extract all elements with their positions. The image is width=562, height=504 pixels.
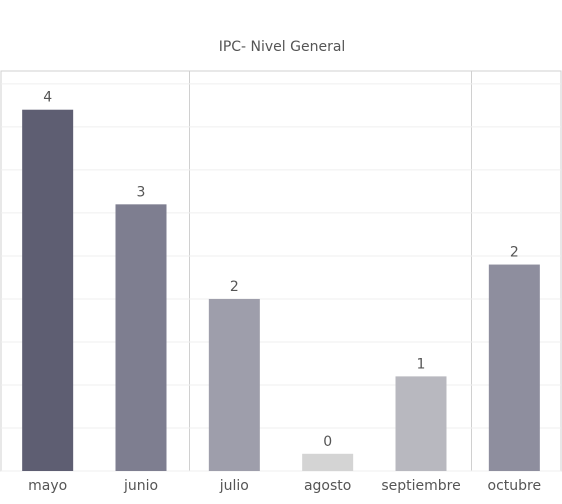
x-tick-label: julio (219, 478, 249, 494)
x-tick-label: junio (123, 478, 158, 494)
chart-title: IPC- Nivel General (219, 39, 346, 55)
data-label: 2 (510, 245, 519, 261)
bar (488, 264, 540, 471)
bar (302, 453, 354, 471)
data-label: 0 (323, 434, 332, 450)
bar (22, 109, 74, 471)
plot-frame (0, 70, 562, 472)
data-label: 2 (230, 279, 239, 295)
x-tick-label: agosto (304, 478, 351, 494)
data-label: 1 (417, 356, 426, 372)
bar (208, 298, 260, 471)
x-tick-label: octubre (488, 478, 542, 494)
data-label: 4 (43, 90, 52, 106)
bar (395, 376, 447, 471)
x-tick-label: septiembre (381, 478, 460, 494)
x-tick-label: mayo (28, 478, 67, 494)
bar (115, 204, 167, 472)
data-label: 3 (137, 184, 146, 200)
